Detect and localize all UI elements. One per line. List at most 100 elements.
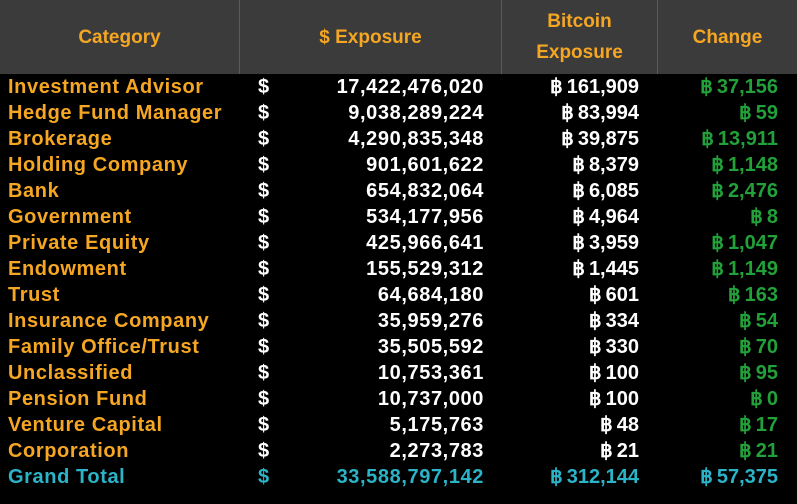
btc-exposure-value: 39,875 xyxy=(577,128,639,150)
usd-exposure-cell: 35,505,592 xyxy=(377,336,484,358)
change-cell: ฿ 95 xyxy=(658,360,778,386)
change-value: 1,047 xyxy=(727,232,778,254)
table-row: Trust $64,684,180 ฿ 601 ฿ 163 xyxy=(0,282,797,308)
bitcoin-icon: ฿ xyxy=(549,76,563,98)
usd-symbol: $ xyxy=(258,128,270,150)
bitcoin-icon: ฿ xyxy=(739,440,752,462)
btc-exposure-value: 330 xyxy=(605,336,639,358)
table-row: Government $534,177,956 ฿ 4,964 ฿ 8 xyxy=(0,204,797,230)
bitcoin-icon: ฿ xyxy=(572,232,585,254)
bitcoin-icon: ฿ xyxy=(739,336,752,358)
btc-exposure-cell: ฿ 1,445 xyxy=(502,256,639,282)
table-row: Hedge Fund Manager $9,038,289,224 ฿ 83,994 ฿… xyxy=(0,100,797,126)
change-value: 13,911 xyxy=(717,128,778,150)
btc-exposure-cell: ฿ 48 xyxy=(502,412,639,438)
btc-exposure-cell: ฿ 3,959 xyxy=(502,230,639,256)
usd-symbol: $ xyxy=(258,440,270,462)
table-header: Category $ Exposure Bitcoin Exposure Cha… xyxy=(0,0,797,74)
bitcoin-icon: ฿ xyxy=(588,388,602,410)
btc-exposure-cell: ฿ 39,875 xyxy=(502,126,639,152)
table-row: Holding Company $901,601,622 ฿ 8,379 ฿ 1,148 xyxy=(0,152,797,178)
bitcoin-icon: ฿ xyxy=(700,466,713,488)
change-cell: ฿ 57,375 xyxy=(658,464,778,490)
usd-symbol: $ xyxy=(258,102,270,124)
bitcoin-icon: ฿ xyxy=(572,154,585,176)
bitcoin-icon: ฿ xyxy=(739,310,752,332)
bitcoin-icon: ฿ xyxy=(600,440,613,462)
change-cell: ฿ 2,476 xyxy=(658,178,778,204)
header-change[interactable]: Change xyxy=(692,26,763,48)
header-usd-exposure[interactable]: $ Exposure xyxy=(240,0,502,74)
header-category[interactable]: Category xyxy=(0,0,240,74)
change-cell: ฿ 8 xyxy=(658,204,778,230)
bitcoin-icon: ฿ xyxy=(739,362,752,384)
category-cell: Venture Capital xyxy=(8,414,163,436)
category-cell: Grand Total xyxy=(8,466,126,488)
usd-symbol: $ xyxy=(258,76,270,98)
btc-exposure-value: 48 xyxy=(616,414,639,436)
table-row: Investment Advisor $17,422,476,020 ฿ 161,90… xyxy=(0,74,797,100)
btc-exposure-cell: ฿ 161,909 xyxy=(502,74,639,100)
bitcoin-icon: ฿ xyxy=(711,180,724,202)
table-row: Venture Capital $5,175,763 ฿ 48 ฿ 17 xyxy=(0,412,797,438)
change-value: 1,148 xyxy=(727,154,778,176)
btc-exposure-cell: ฿ 312,144 xyxy=(502,464,639,490)
btc-exposure-value: 100 xyxy=(605,388,639,410)
usd-exposure-cell: 901,601,622 xyxy=(366,154,484,176)
btc-exposure-cell: ฿ 21 xyxy=(502,438,639,464)
change-cell: ฿ 1,148 xyxy=(658,152,778,178)
change-cell: ฿ 13,911 xyxy=(658,126,778,152)
btc-exposure-value: 21 xyxy=(616,440,639,462)
bitcoin-icon: ฿ xyxy=(588,310,602,332)
btc-exposure-value: 161,909 xyxy=(566,76,639,98)
change-value: 37,156 xyxy=(716,76,778,98)
category-cell: Family Office/Trust xyxy=(8,336,200,358)
change-cell: ฿ 21 xyxy=(658,438,778,464)
btc-exposure-cell: ฿ 4,964 xyxy=(502,204,639,230)
bitcoin-icon: ฿ xyxy=(600,414,613,436)
change-cell: ฿ 54 xyxy=(658,308,778,334)
bitcoin-icon: ฿ xyxy=(711,232,724,254)
table-row: Bank $654,832,064 ฿ 6,085 ฿ 2,476 xyxy=(0,178,797,204)
btc-exposure-value: 601 xyxy=(605,284,639,306)
header-btc-exposure[interactable]: Bitcoin Exposure xyxy=(502,0,658,74)
usd-exposure-cell: 10,753,361 xyxy=(377,362,484,384)
btc-exposure-cell: ฿ 100 xyxy=(502,386,639,412)
table-row: Private Equity $425,966,641 ฿ 3,959 ฿ 1,047 xyxy=(0,230,797,256)
category-cell: Holding Company xyxy=(8,154,189,176)
change-cell: ฿ 0 xyxy=(658,386,778,412)
change-value: 59 xyxy=(755,102,778,124)
usd-exposure-cell: 9,038,289,224 xyxy=(348,102,484,124)
usd-exposure-cell: 654,832,064 xyxy=(366,180,484,202)
table-row: Corporation $2,273,783 ฿ 21 ฿ 21 xyxy=(0,438,797,464)
usd-symbol: $ xyxy=(258,362,270,384)
btc-exposure-value: 312,144 xyxy=(566,466,639,488)
usd-exposure-cell: 2,273,783 xyxy=(389,440,484,462)
change-value: 21 xyxy=(755,440,778,462)
usd-symbol: $ xyxy=(258,466,270,488)
change-value: 95 xyxy=(755,362,778,384)
usd-symbol: $ xyxy=(258,258,270,280)
change-value: 1,149 xyxy=(727,258,778,280)
bitcoin-icon: ฿ xyxy=(750,206,763,228)
bitcoin-icon: ฿ xyxy=(588,336,602,358)
change-value: 2,476 xyxy=(727,180,778,202)
bitcoin-icon: ฿ xyxy=(739,102,752,124)
btc-exposure-value: 4,964 xyxy=(588,206,639,228)
change-cell: ฿ 59 xyxy=(658,100,778,126)
category-cell: Trust xyxy=(8,284,60,306)
bitcoin-icon: ฿ xyxy=(700,76,713,98)
category-cell: Endowment xyxy=(8,258,127,280)
category-cell: Investment Advisor xyxy=(8,76,204,98)
category-cell: Hedge Fund Manager xyxy=(8,102,223,124)
bitcoin-icon: ฿ xyxy=(727,284,741,306)
bitcoin-icon: ฿ xyxy=(588,362,602,384)
bitcoin-icon: ฿ xyxy=(561,128,574,150)
btc-exposure-cell: ฿ 601 xyxy=(502,282,639,308)
category-cell: Government xyxy=(8,206,132,228)
bitcoin-icon: ฿ xyxy=(701,128,714,150)
usd-exposure-cell: 534,177,956 xyxy=(366,206,484,228)
bitcoin-icon: ฿ xyxy=(572,180,585,202)
bitcoin-icon: ฿ xyxy=(711,258,724,280)
usd-symbol: $ xyxy=(258,336,270,358)
